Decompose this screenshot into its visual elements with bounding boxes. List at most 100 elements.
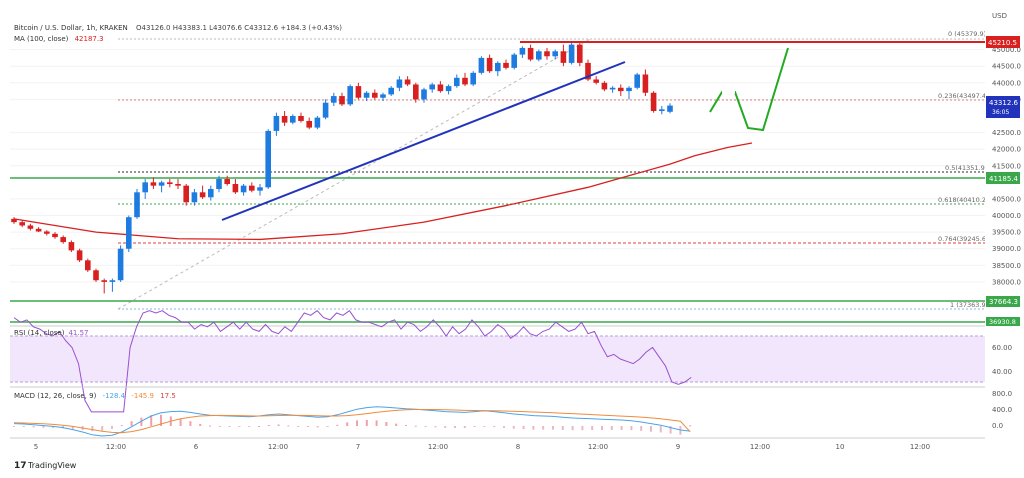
candle-body[interactable] [445, 86, 452, 92]
candle-body[interactable] [60, 237, 66, 243]
candle-body[interactable] [191, 192, 198, 203]
candle-body[interactable] [134, 192, 140, 218]
candle-body[interactable] [634, 74, 640, 88]
candle-body[interactable] [347, 86, 353, 105]
candle-body[interactable] [183, 185, 189, 203]
svg-text:17: 17 [14, 461, 27, 471]
price-axis[interactable]: USD 45000.044500.044000.043500.042500.04… [985, 12, 1021, 326]
candle-body[interactable] [429, 84, 435, 90]
candle-body[interactable] [52, 233, 58, 238]
candle-body[interactable] [298, 115, 304, 121]
macd-hist-bar [552, 426, 554, 430]
macd-pane[interactable]: MACD (12, 26, close, 9) -128.4 -145.9 17… [10, 386, 1012, 437]
candle-body[interactable] [339, 96, 345, 105]
time-axis[interactable]: 5 12:00 6 12:00 7 12:00 8 12:00 9 12:00 10 12:00 [10, 437, 985, 451]
candle-body[interactable] [593, 79, 599, 83]
candle-body[interactable] [306, 120, 312, 128]
candle-body[interactable] [167, 182, 173, 185]
candle-body[interactable] [281, 115, 288, 123]
candle-body[interactable] [503, 62, 509, 68]
candle-body[interactable] [536, 51, 542, 60]
tradingview-logo: 17 TradingView [14, 461, 77, 471]
candle-body[interactable] [232, 184, 239, 193]
candle-body[interactable] [462, 77, 468, 85]
trend-line[interactable] [221, 61, 626, 221]
candle-body[interactable] [93, 270, 99, 281]
candle-body[interactable] [609, 87, 616, 90]
candle-body[interactable] [117, 248, 124, 281]
candle-body[interactable] [626, 87, 632, 92]
candle-body[interactable] [519, 47, 526, 55]
candle-body[interactable] [585, 62, 591, 80]
candle-body[interactable] [85, 260, 91, 271]
candle-body[interactable] [396, 79, 403, 88]
candle-body[interactable] [577, 44, 583, 63]
candle-body[interactable] [27, 225, 34, 229]
candle-body[interactable] [150, 182, 157, 186]
candle-body[interactable] [109, 280, 116, 282]
macd-hist-bar [385, 422, 388, 426]
candle-body[interactable] [249, 185, 255, 191]
candle-body[interactable] [199, 192, 206, 198]
candle-body[interactable] [560, 51, 567, 63]
candle-body[interactable] [388, 87, 394, 95]
macd-hist-bar [199, 424, 202, 426]
candle-body[interactable] [470, 72, 476, 85]
candle-body[interactable] [208, 188, 214, 198]
candle-body[interactable] [265, 130, 271, 188]
candle-body[interactable] [68, 242, 75, 251]
candle-body[interactable] [380, 94, 386, 98]
macd-hist-bar [463, 426, 466, 429]
ma-legend: MA (100, close) 42187.3 [14, 35, 104, 43]
candles-group[interactable] [11, 42, 673, 294]
candle-body[interactable] [224, 179, 230, 185]
candle-body[interactable] [618, 87, 624, 92]
candle-body[interactable] [437, 84, 444, 92]
macd-hist-bar [375, 420, 378, 426]
candle-body[interactable] [101, 280, 107, 282]
candle-body[interactable] [421, 89, 427, 100]
candle-body[interactable] [650, 92, 657, 111]
candle-body[interactable] [142, 182, 148, 193]
candle-body[interactable] [322, 102, 329, 118]
candle-body[interactable] [175, 184, 181, 186]
candle-body[interactable] [527, 47, 534, 60]
candle-body[interactable] [486, 57, 493, 72]
candle-body[interactable] [290, 115, 296, 123]
macd-hist-bar [140, 417, 143, 426]
candle-body[interactable] [372, 92, 378, 98]
candle-body[interactable] [413, 84, 419, 100]
candle-body[interactable] [11, 218, 17, 223]
candle-body[interactable] [544, 51, 550, 57]
candle-body[interactable] [19, 222, 25, 226]
candle-body[interactable] [158, 182, 165, 186]
candle-body[interactable] [478, 57, 485, 73]
rsi-pane[interactable]: RSI (14, close) 41.57 60.00 40.00 [10, 310, 1012, 413]
ma100-line[interactable] [13, 142, 753, 241]
candle-body[interactable] [601, 82, 608, 90]
candle-body[interactable] [355, 86, 362, 98]
candle-body[interactable] [552, 51, 558, 57]
candle-body[interactable] [568, 44, 575, 63]
candle-body[interactable] [314, 117, 321, 128]
candle-body[interactable] [659, 109, 665, 111]
candle-body[interactable] [667, 105, 673, 112]
candle-body[interactable] [44, 231, 50, 234]
candle-body[interactable] [257, 187, 263, 191]
candle-body[interactable] [454, 77, 460, 87]
macd-hist-bar [522, 426, 525, 430]
candle-body[interactable] [240, 185, 247, 193]
candle-body[interactable] [363, 92, 370, 98]
candle-body[interactable] [216, 179, 222, 189]
candle-body[interactable] [273, 115, 280, 131]
tag-current: 43312.6 [989, 99, 1018, 107]
candle-body[interactable] [404, 79, 411, 85]
candle-body[interactable] [76, 250, 83, 261]
candle-body[interactable] [642, 74, 649, 93]
candle-body[interactable] [495, 62, 501, 72]
candle-body[interactable] [511, 54, 517, 68]
candle-body[interactable] [331, 96, 337, 103]
candle-body[interactable] [35, 228, 42, 232]
candle-body[interactable] [126, 217, 132, 249]
